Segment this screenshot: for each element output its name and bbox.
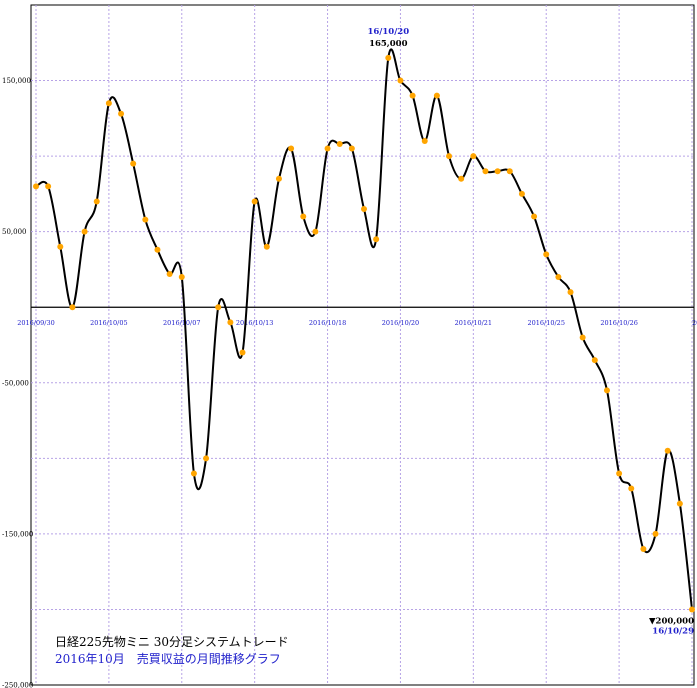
x-tick-label: 2016/10/28 [692, 319, 697, 327]
data-point [239, 349, 246, 356]
data-point [373, 236, 380, 243]
x-tick-label: 2016/10/07 [163, 319, 200, 327]
data-point [215, 304, 222, 311]
data-point [348, 145, 355, 152]
data-point [664, 447, 671, 454]
data-point [531, 213, 538, 220]
data-point [494, 168, 501, 175]
data-point [640, 546, 647, 552]
x-tick-label: 2016/10/13 [236, 319, 273, 327]
x-tick-label: 2016/10/05 [90, 319, 127, 327]
data-point [288, 145, 295, 152]
data-point [409, 92, 416, 99]
x-tick-label: 2016/10/20 [382, 319, 419, 327]
data-point [458, 175, 465, 182]
data-point [336, 141, 343, 148]
y-tick-label: -150,000 [2, 530, 33, 538]
data-point [33, 183, 39, 190]
data-point [482, 168, 489, 175]
data-point [190, 470, 197, 477]
chart-title-line2: 2016年10月 売買収益の月間推移グラフ [55, 652, 281, 666]
data-point [543, 251, 550, 258]
x-tick-label: 2016/10/18 [309, 319, 346, 327]
data-point [300, 213, 307, 220]
data-point [361, 206, 367, 212]
data-point [616, 470, 623, 477]
data-point [178, 274, 185, 280]
data-point [105, 100, 112, 107]
x-tick-label: 2016/10/26 [600, 319, 637, 327]
chart-title-line1: 日経225先物ミニ 30分足システムトレード [55, 635, 289, 649]
y-axis-ticks: 150,000 50,000 -50,000 -150,000 -250,000 [2, 77, 33, 688]
data-point [433, 92, 440, 99]
data-point [263, 243, 270, 250]
data-point [555, 274, 562, 280]
data-point [251, 198, 258, 205]
data-point [69, 304, 76, 311]
data-point [166, 270, 173, 277]
series-markers [33, 54, 695, 613]
data-point [312, 228, 319, 235]
annotation-date: 16/10/20 [367, 27, 409, 37]
data-point [203, 455, 210, 462]
x-tick-label: 2016/10/21 [455, 319, 492, 327]
data-point [421, 138, 428, 144]
data-point [676, 500, 683, 507]
data-point [275, 175, 282, 182]
data-point [57, 243, 64, 250]
y-tick-label: -50,000 [2, 379, 29, 387]
data-point [142, 216, 149, 223]
data-point [81, 228, 88, 235]
data-point [506, 168, 513, 175]
data-point [652, 530, 659, 537]
y-tick-label: 150,000 [2, 77, 31, 85]
data-point [579, 334, 586, 341]
y-tick-label: -250,000 [2, 682, 33, 688]
y-tick-label: 50,000 [2, 228, 27, 236]
data-point [603, 387, 610, 394]
annotation-value: ▼200,000 [649, 616, 694, 626]
grid [31, 5, 694, 685]
data-point [118, 110, 125, 117]
annotation-date: 16/10/29 [652, 626, 694, 636]
plot-area [30, 4, 695, 686]
data-point [567, 289, 574, 296]
data-point [628, 485, 635, 492]
data-point [130, 160, 137, 167]
data-point [324, 145, 331, 152]
data-point [446, 153, 453, 160]
data-point [591, 357, 598, 364]
data-point [518, 190, 525, 197]
x-tick-label: 2016/10/25 [527, 319, 564, 327]
x-axis-ticks: 2016/09/30 2016/10/05 2016/10/07 2016/10/13… [17, 319, 697, 327]
data-point [45, 183, 52, 190]
annotation-value: 165,000 [369, 39, 408, 49]
data-point [470, 153, 477, 160]
x-tick-label: 2016/09/30 [17, 319, 54, 327]
data-point [385, 54, 392, 61]
data-point [154, 246, 161, 253]
data-point [397, 77, 404, 84]
data-point [93, 198, 100, 205]
data-point [227, 319, 234, 326]
data-point [689, 606, 695, 613]
